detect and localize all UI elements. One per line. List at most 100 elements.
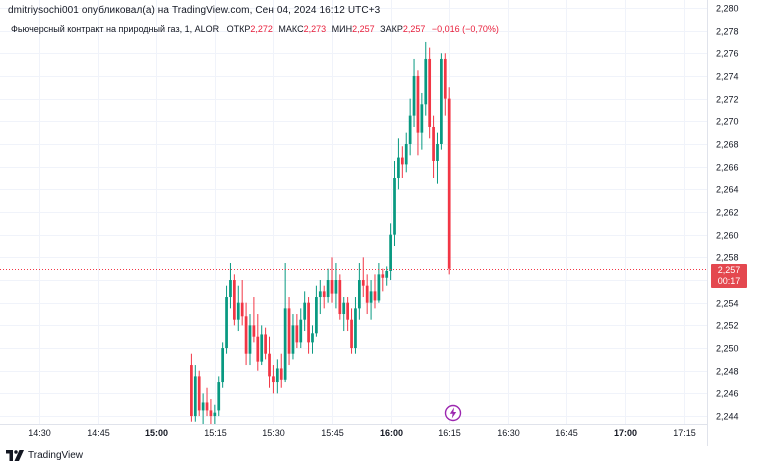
candle [318, 280, 322, 315]
candle-body [209, 410, 213, 417]
candle [240, 280, 244, 326]
candle-body [361, 280, 365, 286]
candle-body [326, 280, 330, 298]
candle [268, 336, 271, 388]
candle-body [440, 58, 443, 144]
candle-body [385, 270, 389, 278]
lightning-bolt-icon[interactable] [444, 404, 462, 422]
candle [244, 302, 248, 366]
price-tick-label: 2,244 [716, 412, 739, 422]
candle-body [221, 348, 225, 383]
high-label: МАКС [278, 24, 304, 34]
candle-body [190, 365, 193, 417]
candle [190, 353, 193, 422]
candle [338, 274, 342, 320]
candle [361, 257, 365, 298]
candle-body [393, 177, 396, 235]
candle [221, 342, 225, 388]
candle [236, 285, 240, 332]
candle-body [287, 308, 291, 354]
price-tick-label: 2,272 [716, 95, 739, 105]
candle [357, 263, 361, 320]
candle [350, 308, 353, 354]
candle [264, 327, 267, 360]
candle-body [381, 274, 385, 278]
candle [377, 263, 381, 303]
candle [326, 268, 330, 303]
price-tick-label: 2,266 [716, 163, 739, 173]
candle [389, 223, 392, 281]
candle [295, 314, 299, 349]
candle [232, 274, 236, 326]
candle [408, 98, 412, 156]
candle-body [424, 58, 428, 105]
tradingview-logo-icon [6, 449, 24, 461]
candle-body [248, 325, 252, 354]
candle [272, 365, 275, 394]
candle-body [400, 157, 404, 165]
candle-body [436, 143, 439, 161]
time-tick-label: 14:30 [28, 428, 51, 438]
bar-countdown: 00:17 [717, 275, 741, 286]
candle-body [197, 376, 201, 411]
close-value: 2,257 [402, 24, 426, 34]
candle-body [432, 126, 435, 161]
candle [260, 325, 264, 366]
candle [397, 138, 400, 190]
time-tick-label: 16:45 [555, 428, 578, 438]
candle [330, 257, 334, 303]
candle [248, 314, 252, 366]
grid-layer [0, 0, 707, 424]
candle-body [303, 302, 307, 320]
candle-body [240, 302, 244, 317]
candle-body [268, 353, 271, 377]
candle [354, 297, 357, 354]
candle-body [264, 334, 267, 354]
candle [412, 58, 416, 127]
candle [416, 70, 420, 156]
candle-body [311, 333, 314, 343]
candle [342, 297, 346, 332]
candle [275, 359, 279, 394]
candle-body [315, 297, 318, 334]
candle [252, 297, 256, 343]
candle-body [260, 334, 264, 362]
candle [217, 376, 221, 417]
price-tick-label: 2,246 [716, 389, 739, 399]
price-axis[interactable]: 2,2442,2462,2482,2502,2522,2542,2562,258… [716, 4, 739, 422]
price-tick-label: 2,268 [716, 140, 739, 150]
candle [447, 87, 451, 275]
candle-body [408, 115, 412, 144]
candle-body [354, 308, 357, 349]
candle [291, 314, 295, 360]
candle-body [225, 297, 228, 349]
candle [299, 308, 303, 349]
candle [283, 263, 287, 383]
time-axis[interactable]: 14:30 14:45 15:00 15:15 15:30 15:45 16:00 16:15… [28, 428, 696, 438]
candle-body [201, 402, 205, 411]
ohlc-legend: Фьючерсный контракт на природный газ, 1,… [11, 24, 499, 34]
candle-body [279, 368, 283, 380]
candles-layer [190, 41, 451, 424]
time-tick-label: 16:00 [380, 428, 403, 438]
price-tick-label: 2,262 [716, 208, 739, 218]
candle [381, 268, 385, 292]
candle-body [205, 402, 209, 411]
candle-body [291, 325, 295, 354]
price-tick-label: 2,252 [716, 321, 739, 331]
candle [436, 132, 439, 184]
candle-body [334, 280, 338, 294]
footer-branding[interactable]: TradingView [6, 447, 83, 463]
candle [225, 285, 228, 354]
price-tick-label: 2,264 [716, 185, 739, 195]
low-value: 2,257 [352, 24, 375, 34]
candle [400, 146, 404, 178]
candle-body [412, 75, 416, 116]
high-value: 2,273 [303, 24, 327, 34]
close-label: ЗАКР [380, 24, 403, 34]
candle-body [229, 280, 232, 298]
candle-body [389, 234, 392, 271]
candle [420, 92, 424, 150]
symbol-title[interactable]: Фьючерсный контракт на природный газ, 1,… [11, 24, 220, 34]
